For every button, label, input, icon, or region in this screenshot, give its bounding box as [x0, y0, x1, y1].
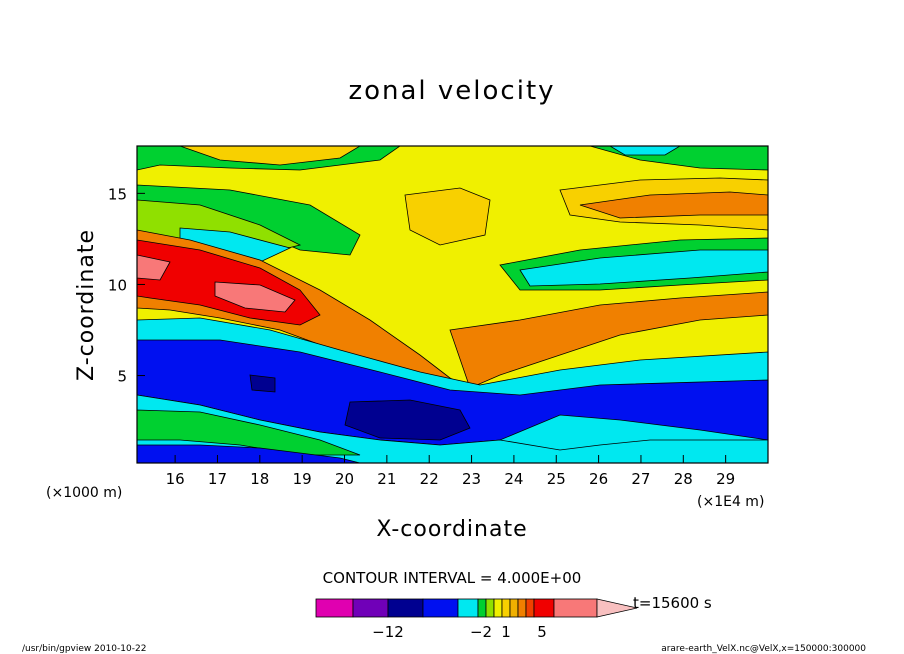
colorbar-swatch [517, 598, 527, 618]
x-unit-left: (×1000 m) [46, 485, 122, 501]
y-tick-label: 15 [108, 185, 127, 203]
colorbar-swatch [315, 598, 354, 618]
plot-frame [136, 145, 769, 464]
colorbar-swatch [493, 598, 503, 618]
y-axis: 5 10 15 [108, 185, 145, 386]
x-tick-label: 27 [631, 470, 650, 488]
colorbar-label: −12 [372, 623, 404, 641]
x-tick-label: 22 [420, 470, 439, 488]
x-tick-label: 28 [674, 470, 693, 488]
y-tick-label: 5 [117, 368, 127, 386]
time-label: t=15600 s [633, 594, 712, 612]
contour-field [137, 146, 768, 463]
x-axis: 16 17 18 19 20 21 22 23 24 25 26 27 28 29 [166, 455, 735, 488]
colorbar-arrow [596, 598, 638, 618]
colorbar-swatch [457, 598, 479, 618]
x-tick-label: 19 [293, 470, 312, 488]
x-axis-label: X-coordinate [376, 517, 527, 542]
colorbar-label: 1 [501, 623, 511, 641]
x-tick-label: 18 [250, 470, 269, 488]
footer-right: arare-earth_VelX.nc@VelX,x=150000:300000 [661, 644, 866, 654]
x-tick-label: 17 [208, 470, 227, 488]
colorbar-swatch [509, 598, 519, 618]
colorbar-label: 5 [537, 623, 547, 641]
colorbar-label: −2 [470, 623, 492, 641]
x-tick-label: 21 [377, 470, 396, 488]
chart-title: zonal velocity [348, 76, 556, 106]
colorbar: −12 −2 1 5 [315, 598, 638, 641]
colorbar-swatch [352, 598, 389, 618]
y-tick-label: 10 [108, 276, 127, 294]
colorbar-swatch [553, 598, 598, 618]
x-tick-label: 26 [589, 470, 608, 488]
colorbar-swatch [422, 598, 459, 618]
x-tick-label: 25 [547, 470, 566, 488]
footer-left: /usr/bin/gpview 2010-10-22 [22, 644, 146, 654]
x-tick-label: 20 [335, 470, 354, 488]
y-axis-label: Z-coordinate [74, 229, 99, 381]
x-tick-label: 29 [716, 470, 735, 488]
x-tick-label: 23 [462, 470, 481, 488]
colorbar-swatch [525, 598, 535, 618]
colorbar-swatch [533, 598, 555, 618]
colorbar-swatch [485, 598, 495, 618]
colorbar-swatch [501, 598, 511, 618]
colorbar-swatch [477, 598, 487, 618]
colorbar-swatch [387, 598, 424, 618]
x-tick-label: 16 [166, 470, 185, 488]
contour-interval: CONTOUR INTERVAL = 4.000E+00 [323, 569, 582, 587]
x-tick-label: 24 [504, 470, 523, 488]
x-unit-right: (×1E4 m) [697, 494, 764, 510]
